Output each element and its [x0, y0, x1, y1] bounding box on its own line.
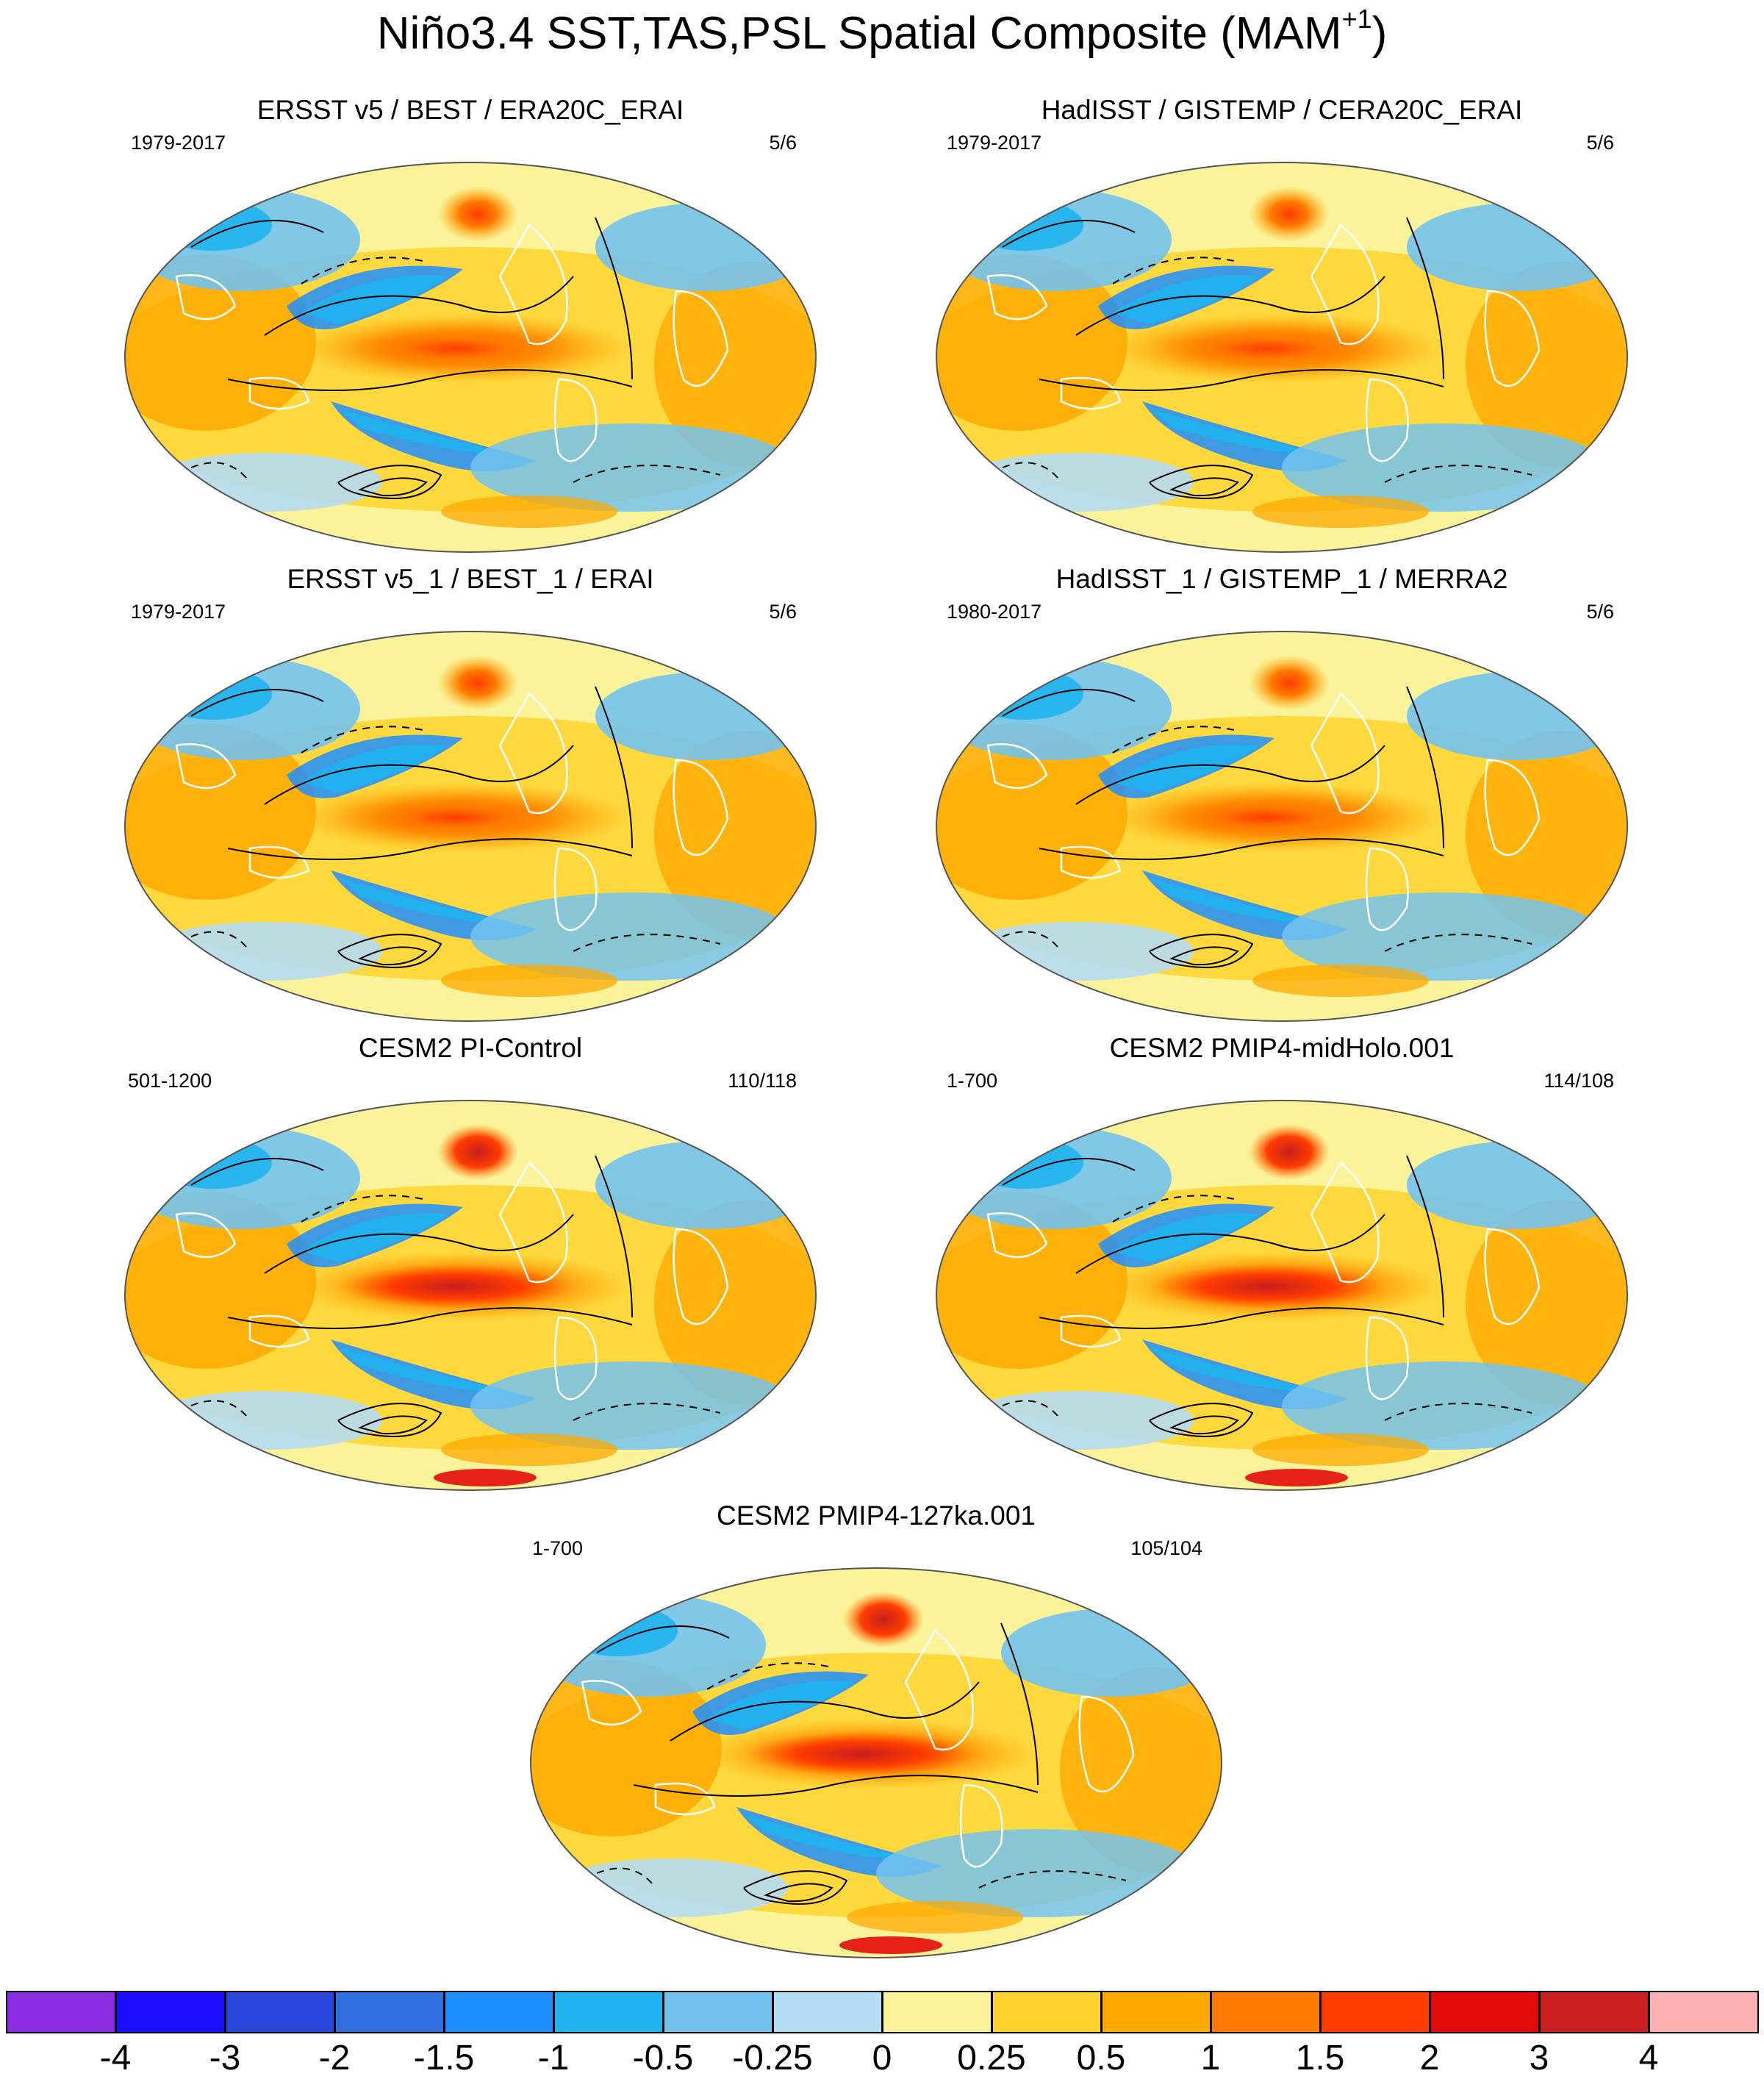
colorbar-swatch — [1320, 1991, 1430, 2033]
colorbar-swatch — [992, 1991, 1102, 2033]
figure-title: Niño3.4 SST,TAS,PSL Spatial Composite (M… — [376, 4, 1388, 60]
colorbar-swatch — [1430, 1991, 1540, 2033]
colorbar-swatch — [1649, 1991, 1759, 2033]
colorbar-swatch — [115, 1991, 226, 2033]
colorbar-tick-label: 2 — [1419, 2039, 1440, 2078]
map-panel: ERSST v5 / BEST / ERA20C_ERAI 1979-2017 5/… — [118, 94, 823, 565]
panel-event-count: 5/6 — [769, 132, 797, 154]
composite-map — [530, 1567, 1222, 1958]
colorbar-swatch — [772, 1991, 883, 2033]
colorbar-tick-label: -3 — [209, 2039, 241, 2078]
map-panel: ERSST v5_1 / BEST_1 / ERAI 1979-2017 5/6 — [118, 563, 823, 1034]
panel-title: CESM2 PI-Control — [358, 1033, 583, 1063]
colorbar-swatch — [225, 1991, 335, 2033]
colorbar-swatch — [663, 1991, 773, 2033]
colorbar-swatch — [334, 1991, 445, 2033]
map-panel: CESM2 PMIP4-127ka.001 1-700 105/104 — [523, 1500, 1229, 1970]
panel-years: 1979-2017 — [131, 601, 226, 623]
map-panel: CESM2 PMIP4-midHolo.001 1-700 114/108 — [929, 1032, 1635, 1503]
colorbar — [6, 1991, 1759, 2033]
composite-map — [936, 631, 1628, 1022]
composite-map — [124, 1100, 817, 1491]
colorbar-tick-label: -0.5 — [632, 2039, 694, 2078]
panel-years: 501-1200 — [128, 1070, 212, 1092]
colorbar-tick-label: -1.5 — [413, 2039, 475, 2078]
colorbar-tick-label: -1 — [537, 2039, 570, 2078]
panel-event-count: 5/6 — [1586, 132, 1614, 154]
map-panel: HadISST / GISTEMP / CERA20C_ERAI 1979-201… — [929, 94, 1635, 565]
panel-title: HadISST_1 / GISTEMP_1 / MERRA2 — [1055, 564, 1508, 594]
colorbar-tick-label: 0 — [872, 2039, 892, 2078]
colorbar-swatch — [882, 1991, 992, 2033]
panel-event-count: 105/104 — [1130, 1537, 1202, 1559]
colorbar-tick-label: 0.5 — [1076, 2039, 1126, 2078]
colorbar-tick-label: 1.5 — [1295, 2039, 1345, 2078]
map-panel: HadISST_1 / GISTEMP_1 / MERRA2 1980-2017 5… — [929, 563, 1635, 1034]
panel-years: 1979-2017 — [131, 132, 226, 154]
composite-map — [936, 1100, 1628, 1491]
colorbar-swatch — [444, 1991, 554, 2033]
composite-map — [124, 162, 817, 553]
panel-title: CESM2 PMIP4-midHolo.001 — [1109, 1033, 1455, 1063]
panel-event-count: 5/6 — [769, 601, 797, 623]
panel-event-count: 114/108 — [1544, 1070, 1614, 1092]
panel-title: CESM2 PMIP4-127ka.001 — [717, 1500, 1036, 1531]
panel-title: ERSST v5_1 / BEST_1 / ERAI — [287, 564, 654, 594]
panel-event-count: 5/6 — [1586, 601, 1614, 623]
composite-map — [124, 631, 817, 1022]
colorbar-swatch — [1211, 1991, 1321, 2033]
colorbar-tick-label: -4 — [99, 2039, 132, 2078]
colorbar-tick-label: 4 — [1638, 2039, 1659, 2078]
panel-years: 1-700 — [947, 1070, 998, 1092]
panel-years: 1-700 — [532, 1537, 584, 1559]
panel-title: ERSST v5 / BEST / ERA20C_ERAI — [257, 95, 684, 125]
colorbar-swatch — [1539, 1991, 1649, 2033]
panel-years: 1979-2017 — [947, 132, 1042, 154]
colorbar-tick-label: 1 — [1200, 2039, 1221, 2078]
colorbar-tick-label: 3 — [1529, 2039, 1549, 2078]
colorbar-tick-label: -0.25 — [732, 2039, 813, 2078]
panel-title: HadISST / GISTEMP / CERA20C_ERAI — [1041, 95, 1523, 125]
composite-map — [936, 162, 1628, 553]
colorbar-tick-label: -2 — [318, 2039, 351, 2078]
panel-event-count: 110/118 — [728, 1070, 797, 1092]
colorbar-swatch — [553, 1991, 664, 2033]
colorbar-swatch — [1101, 1991, 1211, 2033]
colorbar-tick-label: 0.25 — [957, 2039, 1026, 2078]
colorbar-swatch — [6, 1991, 116, 2033]
map-panel: CESM2 PI-Control 501-1200 110/118 — [118, 1032, 823, 1503]
panel-years: 1980-2017 — [947, 601, 1042, 623]
